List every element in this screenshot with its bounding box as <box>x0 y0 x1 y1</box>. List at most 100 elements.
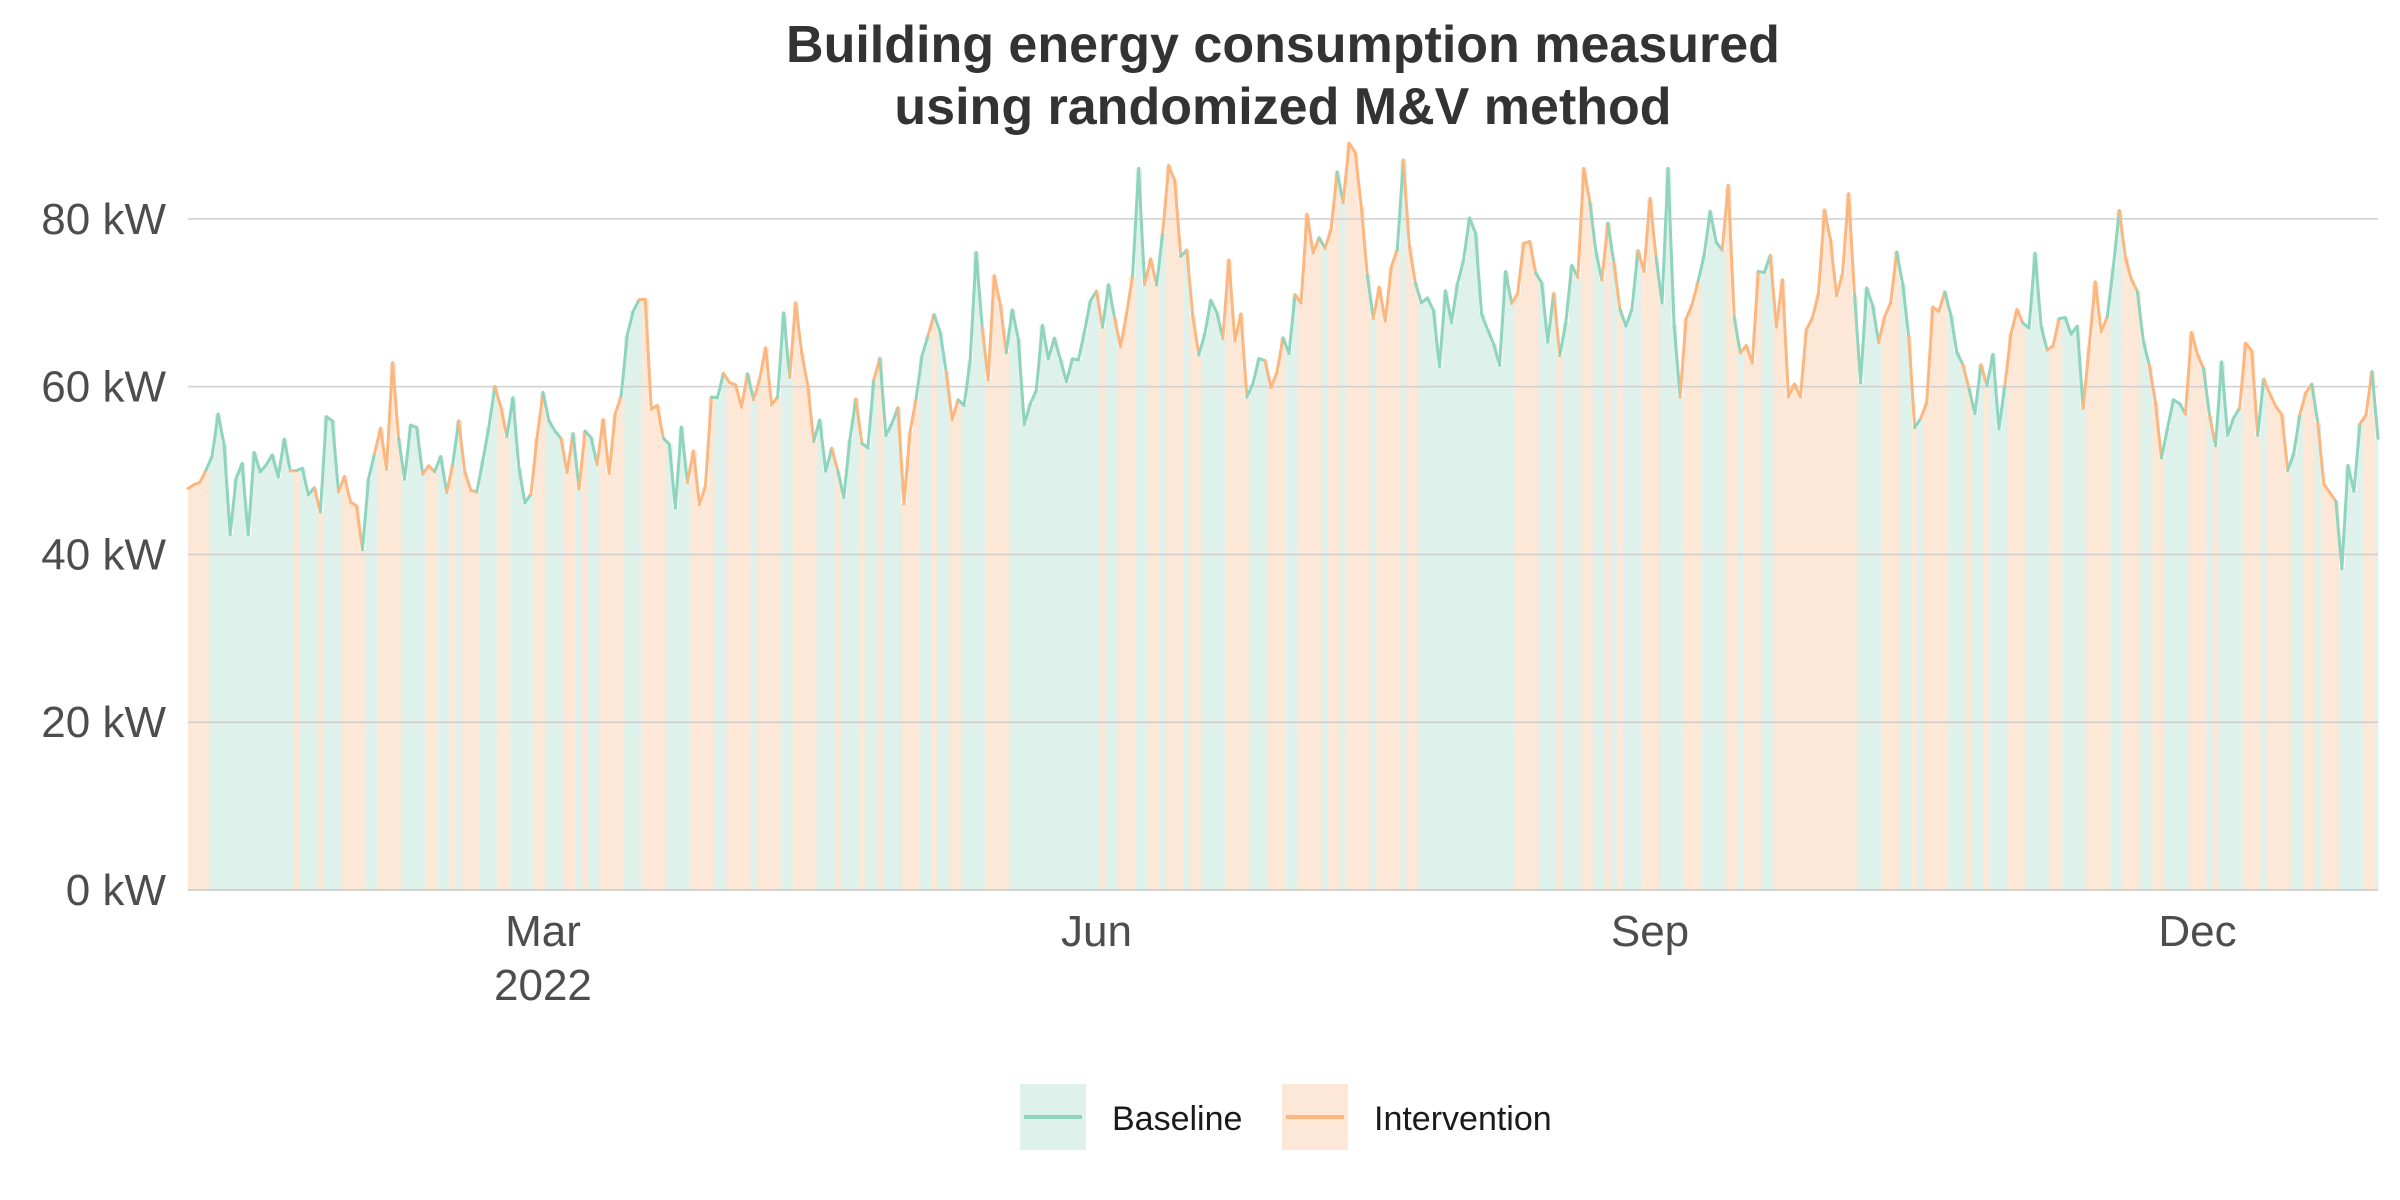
line-segment <box>685 449 695 484</box>
day-band <box>2128 279 2135 891</box>
day-band <box>1851 295 1858 890</box>
day-band <box>816 420 824 890</box>
day-band <box>1292 294 1299 891</box>
day-band <box>2110 267 2117 890</box>
day-band <box>437 456 445 890</box>
line-segment <box>2051 317 2061 348</box>
line-segment <box>475 459 485 494</box>
line-segment <box>824 446 834 473</box>
day-band <box>461 471 469 890</box>
day-band <box>2362 414 2370 890</box>
day-band <box>1189 316 1197 890</box>
day-band <box>906 432 914 890</box>
line-segment <box>2280 413 2290 472</box>
day-band <box>1779 279 1786 891</box>
day-band <box>233 478 240 890</box>
day-band <box>2272 406 2280 890</box>
line-segment <box>2135 289 2145 343</box>
day-band <box>1520 243 1528 891</box>
day-band <box>1087 300 1094 890</box>
line-segment <box>2039 324 2049 352</box>
line-segment <box>1498 270 1508 367</box>
day-band <box>672 507 679 890</box>
day-band <box>1249 383 1257 890</box>
line-segment <box>1299 212 1309 305</box>
day-band <box>708 397 715 890</box>
day-band <box>1647 198 1654 890</box>
day-band <box>1298 303 1305 890</box>
day-band <box>894 407 902 890</box>
day-band <box>2260 379 2268 890</box>
day-band <box>810 441 818 890</box>
day-band <box>2254 435 2262 890</box>
line-segment <box>559 436 569 475</box>
day-band <box>931 314 938 891</box>
line-segment <box>1413 281 1423 305</box>
day-band <box>1177 256 1185 890</box>
day-band <box>798 353 806 891</box>
day-band <box>1683 319 1690 890</box>
line-segment <box>673 425 683 510</box>
line-segment <box>1822 208 1832 242</box>
day-band <box>1346 143 1353 890</box>
line-segment <box>1865 286 1875 307</box>
line-segment <box>1052 336 1062 361</box>
day-band <box>269 454 276 890</box>
day-band <box>371 453 378 890</box>
line-segment <box>1383 265 1393 323</box>
line-segment <box>1558 321 1568 357</box>
line-segment <box>391 361 401 440</box>
line-segment <box>1058 357 1068 384</box>
day-band <box>636 299 643 890</box>
chart-title-line-1: Building energy consumption measured <box>786 16 1780 74</box>
line-segment <box>655 403 665 440</box>
day-band <box>1785 396 1792 890</box>
line-segment <box>1046 336 1056 361</box>
line-segment <box>336 474 346 494</box>
day-band <box>1815 293 1822 891</box>
day-band <box>431 471 439 890</box>
day-band <box>2206 415 2213 890</box>
day-band <box>1454 283 1461 891</box>
line-segment <box>2286 451 2296 472</box>
line-segment <box>962 359 972 407</box>
line-segment <box>1167 163 1177 183</box>
line-segment <box>1137 167 1147 286</box>
line-segment <box>204 454 214 472</box>
day-band <box>1310 253 1317 890</box>
day-band <box>1436 366 1443 890</box>
line-segment <box>2111 209 2121 269</box>
line-segment <box>1726 183 1736 319</box>
line-segment <box>926 313 936 338</box>
day-band <box>2182 413 2189 890</box>
day-band <box>527 494 535 890</box>
line-segment <box>866 378 876 450</box>
day-band <box>2116 210 2123 890</box>
line-segment <box>842 438 852 499</box>
line-segment <box>2081 344 2091 410</box>
line-segment <box>1263 358 1273 389</box>
line-segment <box>998 302 1008 355</box>
day-band <box>1388 266 1395 890</box>
day-band <box>1304 214 1311 891</box>
day-band <box>2356 423 2364 890</box>
day-band <box>359 549 366 890</box>
day-band <box>1941 291 1949 890</box>
line-segment <box>1690 279 1700 306</box>
day-band <box>979 327 986 891</box>
line-segment <box>595 418 605 466</box>
day-band <box>485 427 493 890</box>
day-band <box>335 491 342 890</box>
day-band <box>973 252 980 890</box>
day-band <box>570 433 577 890</box>
day-band <box>991 275 998 890</box>
line-segment <box>1161 163 1171 235</box>
line-segment <box>318 415 328 514</box>
day-band <box>509 397 517 890</box>
day-band <box>967 360 974 890</box>
day-band <box>1412 282 1419 890</box>
day-band <box>840 497 848 890</box>
day-band <box>1141 284 1149 891</box>
line-segment <box>1967 386 1977 416</box>
